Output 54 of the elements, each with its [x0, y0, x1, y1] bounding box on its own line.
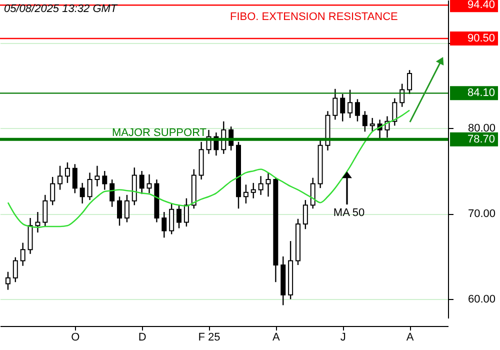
candlestick: [407, 69, 412, 95]
candlestick: [50, 176, 56, 206]
candlestick: [340, 93, 346, 122]
candlestick: [250, 182, 256, 199]
candlestick: [35, 211, 40, 234]
candlestick: [117, 196, 122, 226]
candlestick: [258, 175, 264, 196]
annotation: MA 50: [333, 207, 365, 219]
candlestick: [94, 165, 100, 187]
candlestick: [28, 217, 33, 254]
ref-line-label: 94.40: [467, 0, 495, 12]
candlestick: [310, 177, 316, 210]
candlestick: [110, 178, 115, 208]
candlestick: [124, 194, 130, 223]
x-tick-label: A: [406, 332, 414, 344]
candlestick: [87, 172, 92, 201]
annotation: MAJOR SUPPORT: [112, 127, 207, 139]
candlestick: [80, 182, 85, 204]
annotation: FIBO. EXTENSION RESISTANCE: [230, 11, 398, 23]
y-tick-label: 80.00: [468, 122, 496, 135]
candlestick: [370, 117, 375, 132]
y-tick-label: 60.00: [468, 294, 496, 306]
candlestick: [20, 242, 26, 266]
candlestick: [146, 174, 152, 194]
candlestick: [176, 204, 182, 229]
candlestick: [162, 211, 167, 238]
candlestick: [12, 256, 18, 283]
ref-line-label: 78.70: [467, 133, 495, 146]
candlestick: [42, 194, 48, 228]
candlestick: [58, 165, 63, 190]
candlestick: [243, 184, 248, 204]
x-tick-label: F 25: [198, 332, 220, 344]
candlestick: [72, 164, 78, 194]
annotation: 05/08/2025 13:32 GMT: [4, 3, 118, 15]
candlestick: [392, 98, 398, 126]
candlestick: [266, 172, 271, 198]
ref-line-label: 84.10: [467, 87, 495, 100]
candlestick: [169, 202, 174, 235]
candlestick: [184, 198, 189, 228]
candlestick: [332, 88, 338, 120]
candlestick: [102, 170, 108, 190]
x-tick-label: J: [340, 332, 346, 344]
candlestick: [5, 271, 10, 290]
x-tick-label: A: [272, 332, 281, 344]
candlestick: [302, 199, 308, 230]
candlestick: [348, 89, 353, 119]
candlestick: [354, 98, 360, 122]
candlestick: [139, 170, 144, 195]
ref-line-label: 90.50: [467, 32, 495, 44]
candlestick: [362, 110, 368, 132]
candlestick: [64, 162, 70, 184]
y-tick-label: 70.00: [468, 208, 496, 220]
x-tick-label: D: [138, 332, 146, 344]
x-tick-label: O: [71, 332, 80, 344]
